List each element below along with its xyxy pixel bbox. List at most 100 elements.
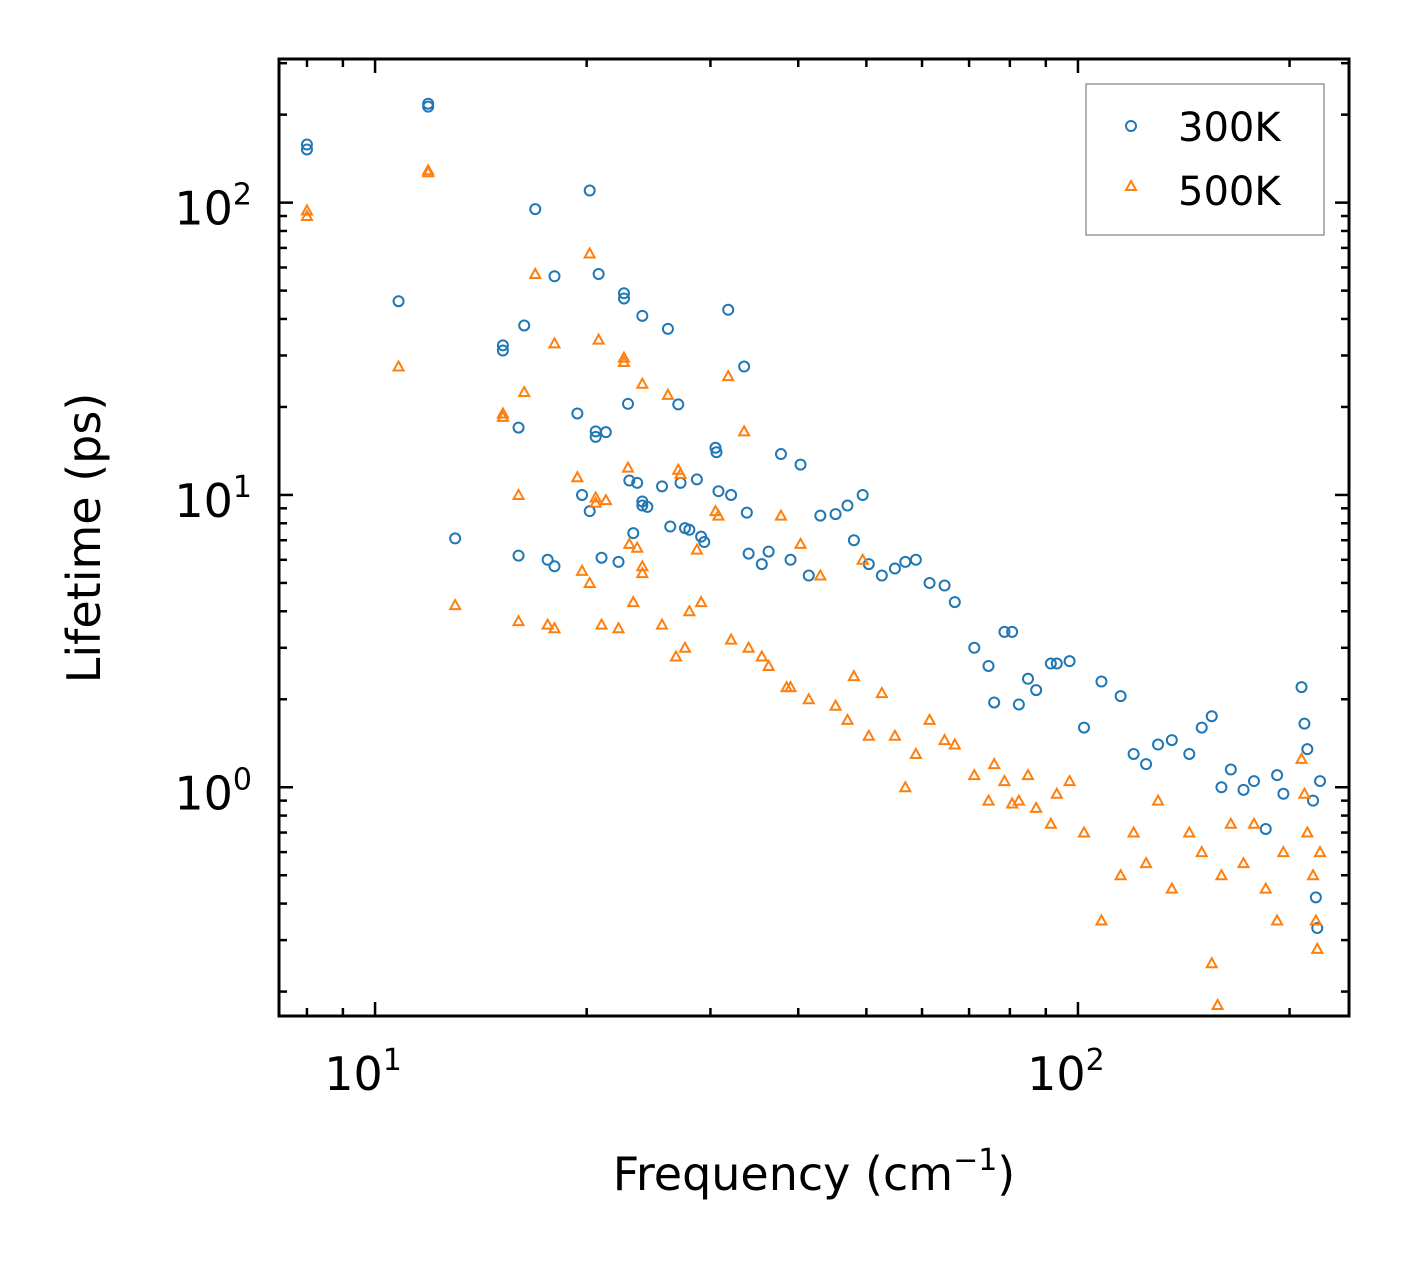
point-500k-68 <box>948 737 962 750</box>
x-tick-labels: 101 102 <box>324 1043 1105 1101</box>
point-300k-65 <box>875 569 888 582</box>
point-500k-59 <box>847 669 861 682</box>
point-300k-88 <box>1152 738 1165 751</box>
point-300k-91 <box>1195 721 1208 734</box>
point-300k-97 <box>1259 822 1272 835</box>
point-500k-84 <box>1139 856 1153 869</box>
point-500k-28 <box>622 536 637 549</box>
point-500k-65 <box>909 746 923 759</box>
point-500k-83 <box>1126 825 1141 838</box>
point-500k-19 <box>588 490 603 503</box>
point-500k-16 <box>575 563 589 576</box>
point-300k-62 <box>847 534 860 547</box>
point-500k-87 <box>1182 825 1196 838</box>
point-500k-46 <box>724 632 738 645</box>
point-500k-15 <box>570 470 585 483</box>
point-500k-29 <box>626 595 640 608</box>
x-tick-label-exp: 2 <box>1086 1043 1105 1078</box>
point-500k-104 <box>1313 845 1327 858</box>
point-500k-97 <box>1276 845 1291 858</box>
legend: 300K 500K <box>1085 83 1325 236</box>
point-500k-69 <box>967 768 981 781</box>
y-tick-label-exp: 0 <box>233 762 252 797</box>
point-300k-50 <box>738 360 751 373</box>
point-500k-3 <box>421 165 435 178</box>
point-300k-17 <box>583 184 596 197</box>
x-axis-title: Frequency (cm−1) <box>613 1143 1016 1201</box>
point-500k-31 <box>635 559 650 572</box>
point-300k-34 <box>636 309 649 322</box>
y-tick-label: 100 <box>174 762 252 820</box>
y-tick-labels: 100 101 102 <box>174 178 252 821</box>
point-500k-17 <box>582 246 597 259</box>
point-300k-75 <box>998 625 1011 638</box>
point-500k-79 <box>1062 774 1077 787</box>
point-500k-14 <box>547 336 562 349</box>
point-300k-68 <box>909 553 922 566</box>
point-500k-80 <box>1077 825 1091 838</box>
legend-label-300k: 300K <box>1178 105 1282 151</box>
y-tick-label: 102 <box>174 178 252 236</box>
point-300k-6 <box>496 339 509 352</box>
point-300k-79 <box>1030 684 1043 697</box>
point-500k-35 <box>661 387 675 400</box>
x-tick-label: 102 <box>1027 1043 1105 1101</box>
point-300k-100 <box>1295 681 1308 694</box>
point-500k-91 <box>1214 868 1229 881</box>
point-300k-71 <box>948 596 961 609</box>
point-500k-85 <box>1151 793 1165 806</box>
point-300k-37 <box>664 520 677 533</box>
point-300k-73 <box>982 659 995 672</box>
point-300k-76 <box>1006 625 1019 638</box>
point-300k-9 <box>512 549 525 562</box>
point-500k-41 <box>690 542 704 555</box>
point-300k-96 <box>1247 775 1260 788</box>
point-500k-30 <box>630 540 644 553</box>
point-300k-52 <box>742 547 755 560</box>
y-tick-label: 101 <box>174 470 252 528</box>
point-300k-32 <box>636 499 649 512</box>
point-300k-57 <box>794 458 807 471</box>
point-500k-8 <box>511 487 526 500</box>
point-300k-81 <box>1050 657 1063 670</box>
point-500k-50 <box>761 658 776 671</box>
point-500k-64 <box>898 780 912 793</box>
point-500k-4 <box>391 359 406 372</box>
point-300k-80 <box>1044 657 1057 670</box>
point-300k-86 <box>1127 747 1140 760</box>
x-axis-title-end: ) <box>997 1147 1015 1201</box>
point-500k-13 <box>547 621 562 634</box>
point-500k-6 <box>496 406 510 419</box>
x-tick-label: 101 <box>324 1043 402 1101</box>
point-500k-101 <box>1306 868 1320 881</box>
point-500k-7 <box>496 409 510 422</box>
point-300k-16 <box>576 488 589 501</box>
legend-box <box>1085 83 1325 236</box>
point-300k-3 <box>422 100 435 113</box>
point-300k-36 <box>661 322 674 335</box>
point-300k-56 <box>784 553 797 566</box>
point-300k-70 <box>938 579 951 592</box>
point-300k-59 <box>814 509 827 522</box>
point-300k-69 <box>923 576 936 589</box>
point-300k-44 <box>698 536 711 549</box>
point-500k-75 <box>1021 768 1035 781</box>
point-500k-49 <box>755 649 769 662</box>
point-300k-53 <box>755 558 768 571</box>
point-300k-102 <box>1301 743 1314 756</box>
point-500k-63 <box>888 728 902 741</box>
point-300k-63 <box>856 488 869 501</box>
point-500k-95 <box>1259 881 1273 894</box>
point-500k-32 <box>635 566 650 579</box>
point-300k-18 <box>583 505 596 518</box>
legend-marker-500k <box>1124 178 1138 191</box>
x-tick-label-base: 10 <box>1027 1047 1086 1101</box>
point-500k-78 <box>1050 786 1064 799</box>
y-axis-title: Lifetime (ps) <box>57 393 111 684</box>
point-500k-61 <box>862 728 876 741</box>
point-500k-38 <box>673 466 688 479</box>
point-300k-10 <box>518 319 531 332</box>
point-300k-78 <box>1021 672 1034 685</box>
point-500k-70 <box>981 793 996 806</box>
point-500k-66 <box>922 712 937 725</box>
